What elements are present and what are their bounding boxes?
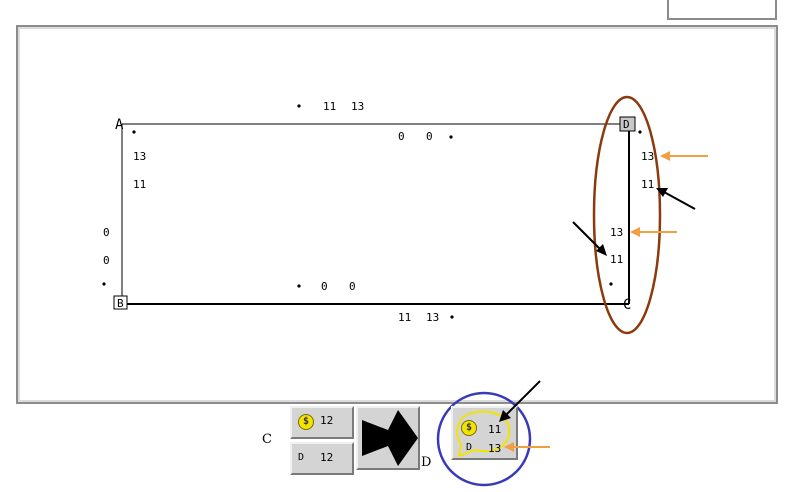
card-letter: D [298,452,305,463]
black-arrow-2 [572,221,607,256]
edge-dot [297,104,301,108]
edge-label: 13 [133,150,146,163]
target-value-top: 11 [488,423,502,436]
edge-dot [609,282,613,286]
edge-label: 0 [103,226,110,239]
edge-label: 0 [321,280,328,293]
network-diagram: A B D C 11 13 0 0 13 11 0 0 0 0 11 13 13… [102,95,708,335]
controls-right-label: D [421,455,432,470]
orange-arrow-3 [504,442,550,452]
controls-left-label: C [262,432,272,447]
node-b-box[interactable] [113,295,128,310]
node-d[interactable]: D [623,118,630,131]
black-arrow-1 [656,188,696,210]
edge-dot [449,135,453,139]
edge-label: 11 [641,178,654,191]
edge-dot [102,282,106,286]
money-bag-icon: $ [298,414,314,430]
black-arrow-3 [499,380,541,422]
edge-label: 11 [323,100,336,113]
edge-dot [450,315,454,319]
edge-label: 0 [349,280,356,293]
edge-label: 0 [426,130,433,143]
target-card-button[interactable]: $ 11 D 13 [451,406,518,460]
card-value: 12 [320,451,334,464]
edge-label: 11 [610,253,623,266]
node-a[interactable]: A [115,117,124,133]
target-arrows [499,380,550,452]
edge-label: 13 [426,311,439,324]
highlight-circle [436,391,532,487]
big-arrow-icon [362,410,418,466]
edge-label: 11 [398,311,411,324]
target-letter: D [466,442,473,453]
highlight-ellipse [592,95,662,335]
card-button-top[interactable]: $ 12 [290,406,354,439]
money-bag-icon: $ [461,420,477,436]
play-arrow-button[interactable] [356,406,420,470]
edge-label: 13 [351,100,364,113]
card-button-bottom[interactable]: D 12 [290,442,354,475]
edge-label: 13 [610,226,623,239]
orange-arrow-1 [660,151,708,161]
diagram-canvas[interactable]: A B D C 11 13 0 0 13 11 0 0 0 0 11 13 13… [16,25,778,404]
node-d-box[interactable] [619,116,636,132]
node-c[interactable]: C [623,297,631,313]
card-value: 12 [320,414,334,427]
edge-dot [297,284,301,288]
node-b[interactable]: B [117,297,124,310]
top-panel-stub [667,0,777,20]
edge-label: 0 [398,130,405,143]
edge-label: 13 [641,150,654,163]
edge-dot [132,130,136,134]
edge-dot [638,130,642,134]
edge-label: 11 [133,178,146,191]
target-value-bottom: 13 [488,442,502,455]
orange-arrow-2 [630,227,677,237]
edge-label: 0 [103,254,110,267]
